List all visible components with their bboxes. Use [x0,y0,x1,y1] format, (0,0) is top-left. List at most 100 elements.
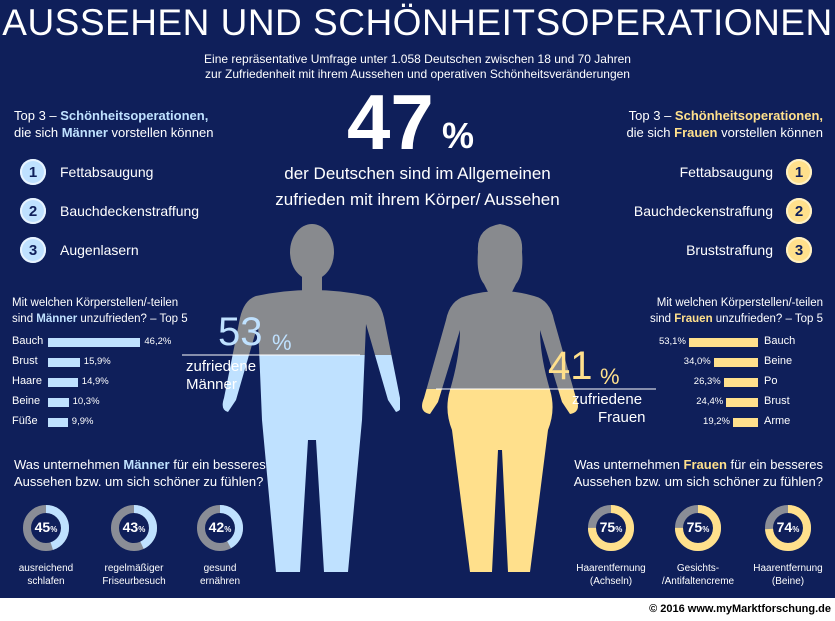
women-actions-title-pre: Was unternehmen [574,457,684,472]
men-donut [197,505,243,551]
men-actions-title-1: Was unternehmen Männer für ein besseres [14,457,266,472]
women-donut-arc [588,505,634,551]
women-satisfied-label-2: Frauen [598,409,646,426]
women-donut-label: /Antifaltencreme [661,576,735,587]
men-rank-3-badge: 3 [20,237,46,263]
women-bar-value: 53,1% [658,336,686,347]
women-top3-item-3: Bruststraffung [686,242,773,258]
women-satisfied-unit: % [600,364,620,389]
women-rank-2-badge: 2 [786,198,812,224]
men-donut-value: 45% [34,519,58,535]
women-donut-label: Gesichts- [676,563,720,574]
men-bar [48,358,80,367]
women-donut-label: (Achseln) [589,576,633,587]
women-bar-label: Beine [764,355,793,367]
men-bar-label: Brust [12,355,38,367]
women-bar-value: 24,4% [696,396,724,407]
men-donut-value: 42% [208,519,232,535]
women-bar [726,398,758,407]
headline-unit: % [442,115,475,156]
women-donut [588,505,634,551]
men-donut-arc [111,505,157,551]
men-top3-item-1: Fettabsaugung [60,164,154,180]
men-rank-2-badge: 2 [20,198,46,224]
women-actions-title-post: für ein besseres [726,457,824,472]
men-bodyparts-title-1: Mit welchen Körperstellen/-teilen [12,297,179,309]
women-top3-subtitle-post: vorstellen können [717,125,823,140]
men-donut-label: gesund [203,563,237,574]
women-rank-1-badge: 1 [786,159,812,185]
women-bar-label: Bauch [764,335,796,347]
women-top3-subtitle: die sich Frauen vorstellen können [626,125,823,140]
women-top3-title: Top 3 – Schönheitsoperationen, [629,108,823,123]
women-bodyparts-title-1: Mit welchen Körperstellen/-teilen [656,297,823,309]
men-donut-unit: % [50,525,58,534]
men-donut-arc [23,505,69,551]
men-bar [48,338,141,347]
men-donut-arc [197,505,243,551]
body-silhouettes [182,224,656,572]
men-donut-label: regelmäßiger [104,563,164,574]
women-top3-title-highlight: Schönheitsoperationen, [674,108,823,123]
men-donut-label: Friseurbesuch [102,576,166,587]
men-top3-subtitle-pre: die sich [14,125,62,140]
page-title: AUSSEHEN UND SCHÖNHEITSOPERATIONEN [2,2,833,43]
women-satisfied-label-1: zufriedene [572,391,643,408]
women-satisfied-value: 41 [548,344,593,388]
men-donut-label: schlafen [27,576,65,587]
men-top3-subtitle-post: vorstellen können [107,125,214,140]
men-bodyparts-title-highlight: Männer [36,313,78,325]
men-bar-value: 10,3% [72,396,100,407]
men-bar-value: 9,9% [71,416,94,427]
men-top3-item-2: Bauchdeckenstraffung [60,203,200,219]
women-donut-unit: % [615,525,623,534]
women-donut-unit: % [702,525,710,534]
men-bar [48,378,78,387]
men-satisfied-label-2: Männer [186,376,237,393]
women-bar-label: Arme [764,415,791,427]
women-bar-value: 26,3% [693,376,721,387]
women-actions-title-highlight: Frauen [683,457,727,472]
women-donut-value: 74% [776,519,800,535]
men-rank-1-badge: 1 [20,159,46,185]
men-donut-label: ausreichend [18,563,74,574]
women-bar [733,418,758,427]
women-bar-label: Brust [764,395,790,407]
men-donut-label: ernähren [199,576,241,587]
women-donut-value: 75% [686,519,710,535]
women-actions-title-1: Was unternehmen Frauen für ein besseres [574,457,823,472]
men-bar-label: Haare [12,375,42,387]
men-top3-subtitle: die sich Männer vorstellen können [14,125,213,140]
men-actions-title-pre: Was unternehmen [14,457,124,472]
women-bar [713,358,758,367]
women-bar [688,338,758,347]
subtitle-line-2: zur Zufriedenheit mit ihrem Aussehen und… [205,67,630,81]
men-satisfied-unit: % [272,330,292,355]
men-top3-item-3: Augenlasern [60,242,139,258]
men-bodyparts-title-pre: sind [12,313,37,325]
women-bodyparts-title-highlight: Frauen [674,313,713,325]
men-satisfied-label-1: zufriedene [186,358,257,375]
men-donut-unit: % [224,525,232,534]
men-actions-title-post: für ein besseres [169,457,266,472]
men-satisfied-value: 53 [218,310,263,354]
women-donut-arc [675,505,721,551]
men-donut [23,505,69,551]
women-donut-arc [765,505,811,551]
men-top3-title: Top 3 – Schönheitsoperationen, [14,108,208,123]
men-donut-value: 43% [122,519,146,535]
women-bodyparts-title-2: sind Frauen unzufrieden? – Top 5 [650,313,823,325]
women-bar-value: 19,2% [703,416,730,427]
men-bar [48,418,68,427]
women-bodyparts-title-pre: sind [649,313,675,325]
women-top3-item-1: Fettabsaugung [679,164,773,180]
men-bar-label: Beine [12,395,41,407]
women-actions-title-2: Aussehen bzw. um sich schöner zu fühlen? [573,474,823,489]
women-bar-value: 34,0% [683,356,711,367]
women-donut-unit: % [792,525,800,534]
women-top3-title-pre: Top 3 – [628,108,675,123]
women-bar-label: Po [764,375,778,387]
men-top3-title-pre: Top 3 – [14,108,61,123]
women-donut-value: 75% [599,519,623,535]
headline-value: 47 [347,78,434,166]
